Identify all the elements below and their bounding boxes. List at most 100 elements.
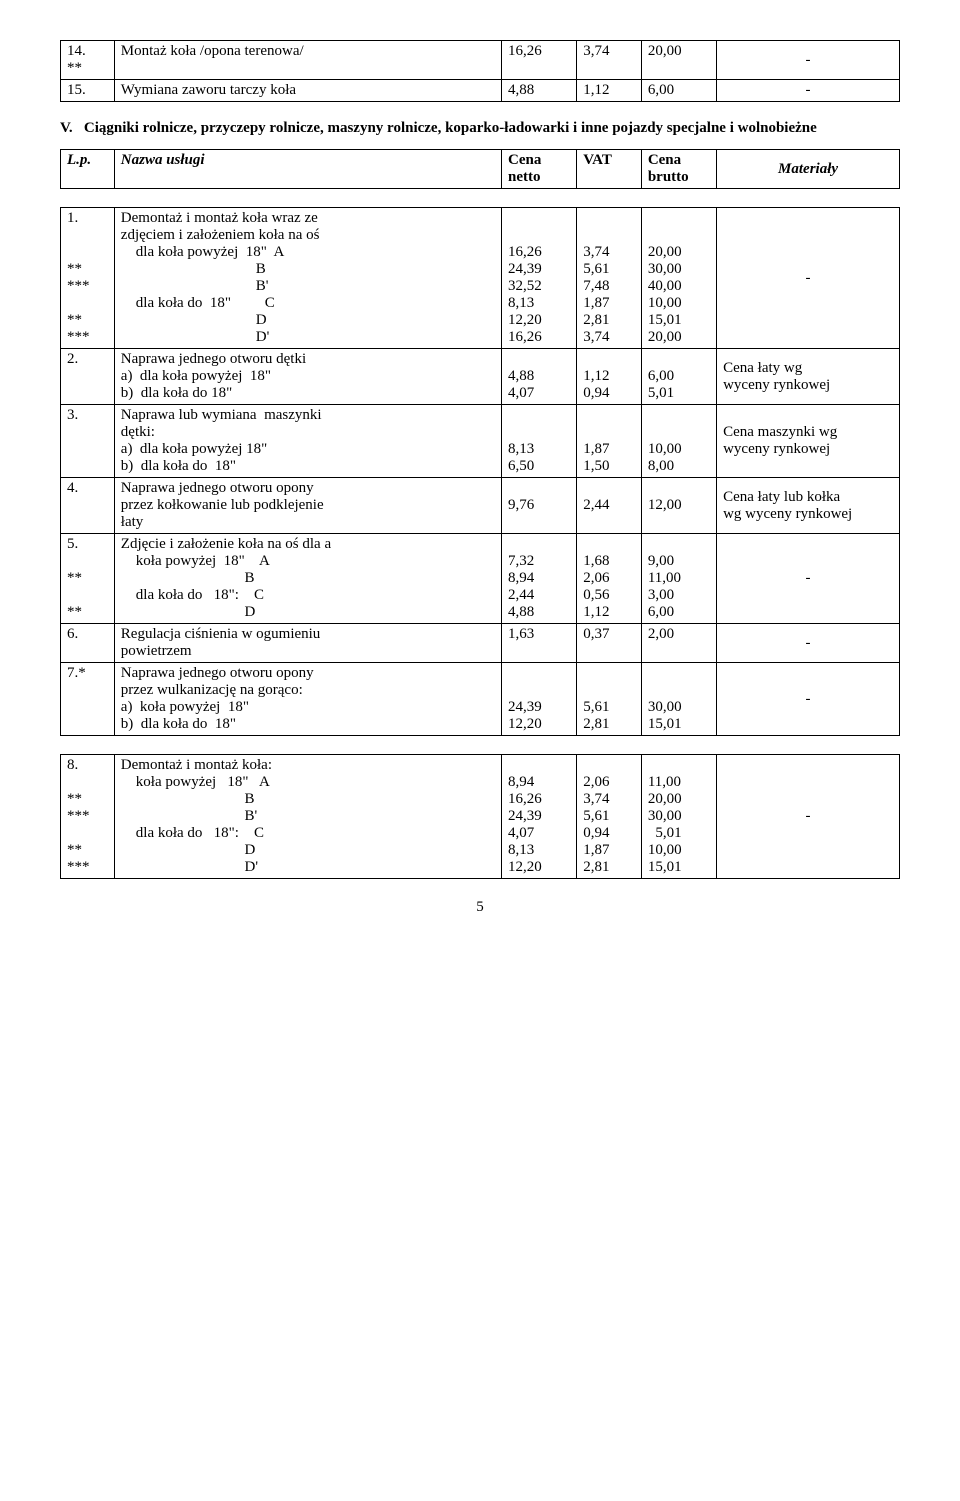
cell-line: 8,13 <box>508 441 534 457</box>
table-cell: 3. <box>61 405 115 478</box>
cell-line: Naprawa jednego otworu opony <box>121 480 314 496</box>
header-name: Nazwa usługi <box>114 150 501 189</box>
cell-line: łaty <box>121 514 144 530</box>
cell-line: B <box>121 570 255 586</box>
section-v-text: Ciągniki rolnicze, przyczepy rolnicze, m… <box>84 120 817 136</box>
cell-line: D <box>121 842 256 858</box>
table-cell: 1,871,50 <box>577 405 642 478</box>
cell-line: - <box>806 808 811 824</box>
table-cell: - <box>717 80 900 102</box>
table-cell: 2. <box>61 349 115 405</box>
table-cell: 1.********** <box>61 208 115 349</box>
cell-line: przez wulkanizację na gorąco: <box>121 682 303 698</box>
cell-line: 10,00 <box>648 295 682 311</box>
cell-line: dla koła powyżej 18" A <box>121 244 285 260</box>
cell-line: ** <box>67 604 82 620</box>
cell-line: 1,87 <box>583 842 609 858</box>
table-cell: Naprawa lub wymiana maszynkidętki:a) dla… <box>114 405 501 478</box>
cell-line: 2,81 <box>583 716 609 732</box>
cell-line: 16,26 <box>508 329 542 345</box>
cell-line: 30,00 <box>648 261 682 277</box>
table-cell: 0,37 <box>577 624 642 663</box>
table-cell: - <box>717 41 900 80</box>
cell-line: ** <box>67 261 82 277</box>
cell-line: B' <box>121 808 257 824</box>
cell-line: 7,32 <box>508 553 534 569</box>
table-cell: 6,005,01 <box>641 349 716 405</box>
cell-line: 30,00 <box>648 808 682 824</box>
cell-line: 1,68 <box>583 553 609 569</box>
table-row: 7.*Naprawa jednego otworu oponyprzez wul… <box>61 663 900 736</box>
cell-line: 15. <box>67 82 86 98</box>
table-cell: 1,120,94 <box>577 349 642 405</box>
table-cell: Regulacja ciśnienia w ogumieniupowietrze… <box>114 624 501 663</box>
table-cell: 8,136,50 <box>502 405 577 478</box>
table-row: 8.**********Demontaż i montaż koła: koła… <box>61 755 900 879</box>
cell-line: 15,01 <box>648 312 682 328</box>
table-cell: 14.** <box>61 41 115 80</box>
cell-line: 5,01 <box>648 385 674 401</box>
table-cell: 8,9416,2624,394,078,1312,20 <box>502 755 577 879</box>
cell-line: 12,20 <box>508 859 542 875</box>
cell-line: 9,00 <box>648 553 674 569</box>
cell-line: 1,87 <box>583 441 609 457</box>
cell-line: *** <box>67 329 90 345</box>
cell-line: 5,61 <box>583 699 609 715</box>
cell-line: 3. <box>67 407 78 423</box>
table-cell: - <box>717 755 900 879</box>
table-cell: 11,0020,0030,00 5,0110,0015,01 <box>641 755 716 879</box>
table-cell: 20,00 <box>641 41 716 80</box>
cell-line: 12,20 <box>508 312 542 328</box>
cell-line: Wymiana zaworu tarczy koła <box>121 82 296 98</box>
cell-line: 16,26 <box>508 43 542 59</box>
table-cell: 16,2624,3932,528,1312,2016,26 <box>502 208 577 349</box>
table-row: 6. Regulacja ciśnienia w ogumieniupowietr… <box>61 624 900 663</box>
cell-line: 14. <box>67 43 86 59</box>
cell-line: 16,26 <box>508 244 542 260</box>
cell-line: 2,00 <box>648 626 674 642</box>
cell-line: koła powyżej 18" A <box>121 553 270 569</box>
cell-line: 11,00 <box>648 774 681 790</box>
cell-line: - <box>806 635 811 651</box>
cell-line: - <box>806 270 811 286</box>
table-cell: 4,88 <box>502 80 577 102</box>
cell-line: 4,88 <box>508 604 534 620</box>
table-cell: 4,884,07 <box>502 349 577 405</box>
cell-line: Naprawa jednego otworu opony <box>121 665 314 681</box>
cell-line: 24,39 <box>508 261 542 277</box>
table-row: 14.**Montaż koła /opona terenowa/16,263,… <box>61 41 900 80</box>
cell-line: - <box>806 691 811 707</box>
cell-line: 6,00 <box>648 82 674 98</box>
cell-line: dętki: <box>121 424 155 440</box>
cell-line: 1,12 <box>583 604 609 620</box>
table-cell: - <box>717 208 900 349</box>
cell-line: 40,00 <box>648 278 682 294</box>
header-row: L.p. Nazwa usługi Cena netto VAT Cena br… <box>61 150 900 189</box>
table-row: 15. Wymiana zaworu tarczy koła 4,881,12 6,0… <box>61 80 900 102</box>
main-table: 1.**********Demontaż i montaż koła wraz … <box>60 207 900 736</box>
table-cell: 12,00 <box>641 478 716 534</box>
header-mat: Materiały <box>717 150 900 189</box>
cell-line: 4,88 <box>508 368 534 384</box>
table-cell: 5.**** <box>61 534 115 624</box>
table-cell: 1,12 <box>577 80 642 102</box>
table-cell: 6. <box>61 624 115 663</box>
table-cell: 30,0015,01 <box>641 663 716 736</box>
header-brutto: Cena brutto <box>641 150 716 189</box>
table-cell: 20,0030,0040,0010,0015,0120,00 <box>641 208 716 349</box>
cell-line: 6. <box>67 626 78 642</box>
header-vat: VAT <box>577 150 642 189</box>
header-lp: L.p. <box>61 150 115 189</box>
cell-line: 0,37 <box>583 626 609 642</box>
cell-line: 15,01 <box>648 859 682 875</box>
cell-line: 8,94 <box>508 774 534 790</box>
cell-line: B <box>121 261 266 277</box>
table-cell: - <box>717 534 900 624</box>
cell-line: a) dla koła powyżej 18" <box>121 441 268 457</box>
cell-line: D' <box>121 329 270 345</box>
cell-line: 12,00 <box>648 497 682 513</box>
cell-line: 5,01 <box>648 825 682 841</box>
cell-line: 10,00 <box>648 842 682 858</box>
cell-line: 6,50 <box>508 458 534 474</box>
cell-line: 12,20 <box>508 716 542 732</box>
